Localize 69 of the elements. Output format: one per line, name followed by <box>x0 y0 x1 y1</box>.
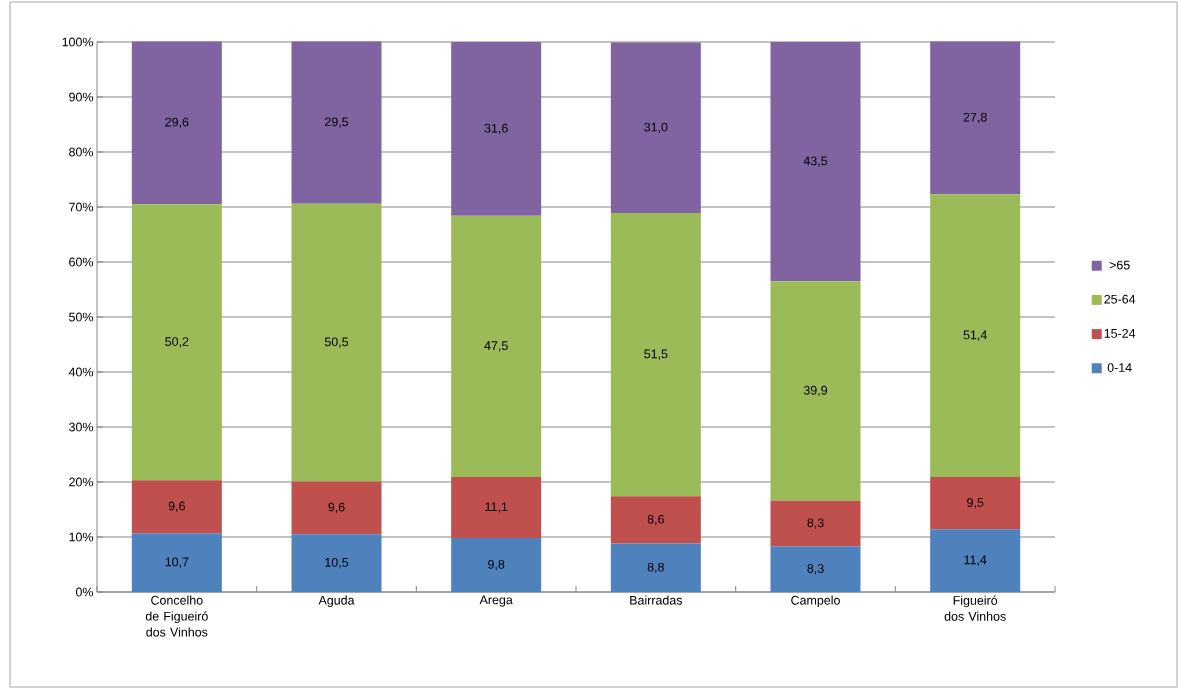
data-label: 9,6 <box>168 501 185 512</box>
bar <box>131 204 222 481</box>
x-tick-label: Aguda <box>318 595 355 608</box>
y-tick-label: 20% <box>69 477 94 487</box>
data-label: 31,6 <box>484 123 508 135</box>
bar <box>770 546 861 592</box>
x-tick-label: Bairradas <box>630 595 683 605</box>
x-tick-label: Campelo <box>791 595 840 608</box>
data-label: 9,6 <box>328 502 345 513</box>
data-label: 29,6 <box>165 117 189 128</box>
legend-label: 25-64 <box>1104 294 1136 304</box>
data-label: 8,6 <box>647 514 664 526</box>
bar <box>610 543 701 592</box>
data-label: 29,5 <box>325 117 349 128</box>
bar <box>291 203 382 482</box>
y-tick-label: 60% <box>69 257 94 267</box>
bar <box>930 41 1021 195</box>
bar <box>291 481 382 535</box>
bar <box>610 213 701 497</box>
legend-label: >65 <box>1109 260 1130 270</box>
data-label: 10,7 <box>165 557 189 568</box>
bar <box>131 41 222 205</box>
bar <box>451 215 542 478</box>
data-label: 47,5 <box>484 341 508 352</box>
y-tick-label: 80% <box>69 147 94 157</box>
data-label: 11,1 <box>485 502 508 513</box>
data-label: 27,8 <box>963 112 987 124</box>
legend-label: 15-24 <box>1104 329 1136 338</box>
y-tick-label: 90% <box>69 92 94 102</box>
x-tick-label: Concelho de Figueiró dos Vinhos <box>145 595 208 637</box>
data-label: 8,3 <box>807 518 824 529</box>
data-label: 51,4 <box>963 330 987 341</box>
legend-label: 0-14 <box>1107 363 1132 372</box>
bar <box>451 538 542 592</box>
x-tick-label: Figueiró dos Vinhos <box>944 595 1006 621</box>
bar <box>610 42 701 214</box>
bar <box>770 41 861 282</box>
y-tick-label: 100% <box>62 37 94 47</box>
bar <box>131 480 222 534</box>
y-tick-label: 50% <box>69 312 94 322</box>
y-tick-label: 70% <box>69 202 94 212</box>
y-tick-label: 10% <box>69 532 94 542</box>
bar <box>770 500 861 547</box>
x-tick-label: Arega <box>479 595 513 607</box>
data-label: 51,5 <box>644 349 668 360</box>
bar <box>451 41 542 216</box>
y-tick-label: 30% <box>69 422 94 432</box>
data-label: 50,5 <box>324 337 349 348</box>
bar <box>451 477 542 539</box>
bar <box>770 281 861 501</box>
data-label: 31,0 <box>644 122 668 133</box>
data-label: 50,2 <box>165 337 189 348</box>
data-label: 8,8 <box>647 562 664 573</box>
data-label: 43,5 <box>803 156 828 167</box>
data-label: 8,3 <box>807 564 824 575</box>
data-label: 9,5 <box>967 498 984 509</box>
bar <box>610 496 701 544</box>
data-label: 11,4 <box>964 555 987 566</box>
bar <box>291 41 382 204</box>
bar <box>291 534 382 592</box>
bar <box>930 477 1021 530</box>
data-label: 10,5 <box>325 557 349 569</box>
y-tick-label: 0% <box>75 587 94 597</box>
data-label: 9,8 <box>488 559 505 571</box>
bar <box>131 533 222 592</box>
bar <box>930 194 1021 478</box>
bar <box>930 529 1021 592</box>
data-label: 39,9 <box>803 385 828 397</box>
y-tick-label: 40% <box>68 367 94 377</box>
